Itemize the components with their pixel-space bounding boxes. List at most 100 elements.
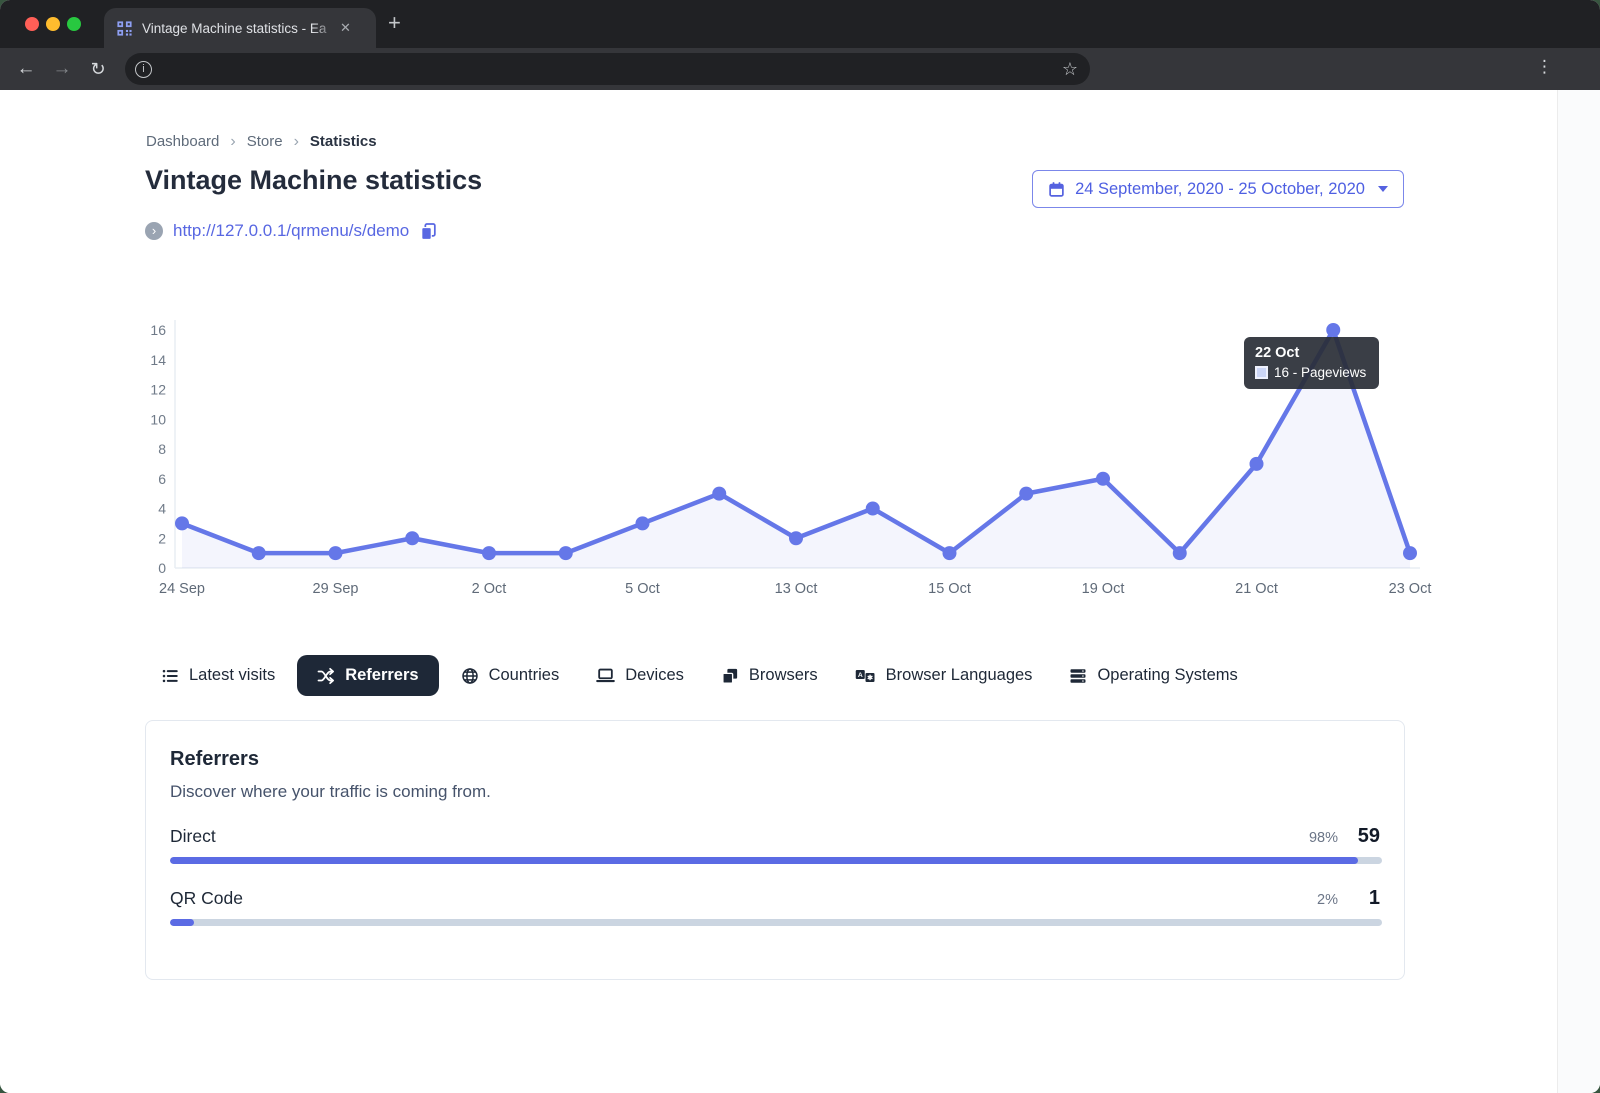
x-tick-label: 5 Oct (625, 581, 660, 597)
maximize-window-button[interactable] (67, 17, 81, 31)
y-tick-label: 14 (150, 352, 166, 368)
tab-referrers[interactable]: Referrers (297, 655, 439, 696)
tooltip-value-label: 16 - Pageviews (1274, 365, 1367, 380)
calendar-icon (1049, 181, 1064, 197)
referrer-percent: 2% (1317, 892, 1338, 908)
y-tick-label: 8 (158, 441, 166, 457)
x-tick-label: 13 Oct (775, 581, 818, 597)
progress-fill-direct (170, 857, 1358, 864)
referrer-value: 1 (1368, 887, 1380, 909)
progress-track (170, 919, 1382, 926)
tab-title: Vintage Machine statistics - Ea (142, 20, 338, 36)
tab-browser-languages[interactable]: A ✱ Browser Languages (840, 655, 1048, 696)
page-content: Dashboard › Store › Statistics Vintage M… (0, 90, 1600, 1093)
referrer-label: QR Code (170, 888, 243, 908)
tooltip-date: 22 Oct (1255, 345, 1300, 361)
data-point-14[interactable] (1249, 456, 1264, 471)
store-url-link[interactable]: http://127.0.0.1/qrmenu/s/demo (173, 221, 410, 240)
new-tab-button[interactable]: + (388, 10, 401, 35)
breadcrumb: Dashboard › Store › Statistics (146, 133, 377, 150)
tab-close-icon[interactable]: ✕ (340, 20, 351, 35)
x-tick-label: 23 Oct (1389, 581, 1432, 597)
forward-icon: → (52, 58, 72, 79)
data-point-0[interactable] (175, 516, 189, 531)
chevron-down-icon (1377, 186, 1388, 192)
data-point-4[interactable] (482, 546, 496, 561)
date-range-picker[interactable]: 24 September, 2020 - 25 October, 2020 (1032, 170, 1404, 208)
data-point-10[interactable] (942, 546, 957, 561)
browser-toolbar: ← → ↻ i ☆ ⋮ (0, 48, 1600, 90)
x-tick-label: 21 Oct (1235, 581, 1278, 597)
back-icon[interactable]: ← (16, 58, 36, 79)
svg-text:✱: ✱ (867, 674, 873, 682)
y-tick-label: 0 (158, 560, 166, 576)
referrer-row-qr-code: QR Code 2% 1 (170, 887, 1380, 910)
tab-operating-systems[interactable]: Operating Systems (1054, 655, 1252, 696)
breadcrumb-item-statistics: Statistics (309, 133, 377, 150)
referrer-percent: 98% (1308, 830, 1338, 846)
data-point-2[interactable] (328, 546, 343, 561)
translate-icon: A ✱ (855, 669, 875, 682)
breadcrumb-item-dashboard[interactable]: Dashboard (146, 133, 220, 150)
data-point-9[interactable] (865, 501, 880, 516)
scrollbar-track[interactable] (1557, 90, 1600, 1093)
referrer-row-direct: Direct 98% 59 (170, 825, 1380, 848)
data-point-5[interactable] (558, 546, 573, 561)
referrers-card: Referrers Discover where your traffic is… (145, 720, 1405, 980)
y-tick-label: 16 (150, 322, 166, 338)
data-point-3[interactable] (405, 531, 420, 546)
browser-tab[interactable]: Vintage Machine statistics - Ea ✕ (104, 8, 376, 48)
card-title: Referrers (170, 748, 259, 770)
breadcrumb-item-store[interactable]: Store (246, 133, 283, 150)
tab-label: Browsers (748, 666, 818, 684)
chevron-right-icon: › (230, 132, 236, 150)
window-controls (25, 17, 81, 31)
reload-icon[interactable]: ↻ (90, 58, 106, 79)
tab-latest-visits[interactable]: Latest visits (146, 655, 290, 696)
server-stack-icon (1070, 668, 1086, 683)
area-fill (182, 330, 1410, 568)
y-tick-label: 12 (150, 382, 166, 398)
data-point-12[interactable] (1096, 471, 1110, 486)
x-tick-label: 15 Oct (928, 581, 971, 597)
close-window-button[interactable] (25, 17, 39, 31)
tab-label: Operating Systems (1097, 666, 1238, 684)
chart-tooltip: 22 Oct 16 - Pageviews (1244, 337, 1380, 389)
data-point-8[interactable] (789, 531, 803, 546)
referrer-label: Direct (170, 826, 216, 846)
pageviews-line-chart[interactable]: 0 2 4 6 8 10 12 14 16 24 Sep 29 Sep 2 Oct 5 Oct 13 Oc… (0, 90, 1600, 1093)
data-point-6[interactable] (635, 516, 650, 531)
card-subtitle: Discover where your traffic is coming fr… (170, 782, 491, 801)
shuffle-icon (317, 667, 335, 684)
globe-icon (461, 667, 478, 684)
tab-label: Latest visits (189, 666, 276, 684)
chevron-circle-icon: › (145, 222, 163, 240)
x-tick-label: 2 Oct (472, 581, 507, 597)
page-title: Vintage Machine statistics (145, 165, 483, 195)
data-point-11[interactable] (1019, 486, 1034, 501)
tab-devices[interactable]: Devices (581, 655, 699, 696)
laptop-icon (596, 668, 616, 683)
qr-favicon-icon (117, 20, 132, 36)
data-point-16[interactable] (1403, 546, 1417, 561)
bookmark-star-icon[interactable]: ☆ (1061, 58, 1078, 79)
data-point-13[interactable] (1172, 546, 1187, 561)
svg-text:A: A (857, 672, 862, 679)
browser-menu-icon[interactable]: ⋮ (1536, 57, 1553, 76)
data-point-7[interactable] (712, 486, 727, 501)
date-range-label: 24 September, 2020 - 25 October, 2020 (1075, 179, 1365, 198)
address-bar[interactable]: i ☆ (125, 53, 1090, 85)
browser-windows-icon (722, 668, 738, 684)
tab-browsers[interactable]: Browsers (706, 655, 833, 696)
x-tick-label: 29 Sep (313, 581, 359, 597)
data-point-15[interactable] (1326, 323, 1341, 337)
progress-fill-qr-code (170, 919, 195, 926)
data-point-1[interactable] (251, 546, 266, 561)
store-url-row: › http://127.0.0.1/qrmenu/s/demo (145, 221, 438, 241)
minimize-window-button[interactable] (46, 17, 60, 31)
tab-countries[interactable]: Countries (446, 655, 575, 696)
y-tick-label: 2 (158, 530, 166, 546)
info-icon[interactable]: i (135, 60, 152, 78)
copy-icon[interactable] (419, 222, 438, 241)
